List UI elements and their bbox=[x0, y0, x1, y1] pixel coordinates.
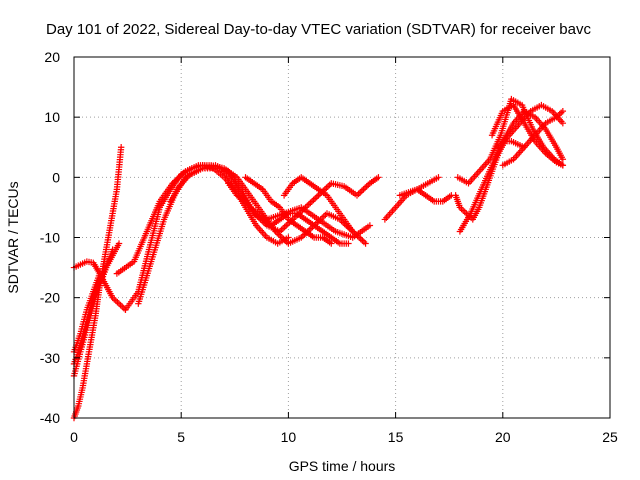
data-point-marker bbox=[305, 201, 312, 208]
data-point-marker bbox=[435, 174, 442, 181]
x-tick-label: 20 bbox=[495, 429, 511, 445]
data-point-marker bbox=[310, 196, 317, 204]
series-track-19 bbox=[495, 101, 567, 151]
data-point-marker bbox=[559, 162, 567, 169]
y-tick-label: -40 bbox=[40, 410, 60, 426]
data-point-marker bbox=[115, 300, 123, 307]
data-point-marker bbox=[281, 223, 288, 231]
x-tick-label: 5 bbox=[177, 429, 185, 445]
y-tick-label: -10 bbox=[40, 230, 60, 246]
data-point-marker bbox=[109, 246, 116, 253]
y-tick-label: -20 bbox=[40, 290, 60, 306]
series-track-20 bbox=[499, 107, 567, 169]
x-tick-label: 15 bbox=[388, 429, 404, 445]
data-point-marker bbox=[360, 186, 367, 193]
data-point-marker bbox=[357, 235, 364, 243]
series-track-18 bbox=[488, 101, 567, 169]
data-point-marker bbox=[283, 222, 290, 229]
series-track-11 bbox=[242, 174, 335, 247]
data-point-marker bbox=[349, 228, 356, 235]
data-point-marker bbox=[559, 107, 567, 115]
data-point-marker bbox=[559, 156, 567, 163]
x-tick-label: 0 bbox=[70, 429, 78, 445]
data-point-marker bbox=[285, 234, 292, 241]
data-point-marker bbox=[307, 199, 314, 207]
data-points bbox=[70, 95, 567, 422]
data-point-marker bbox=[355, 190, 362, 198]
data-point-marker bbox=[345, 240, 352, 247]
x-axis-label: GPS time / hours bbox=[289, 458, 396, 474]
series-track-12 bbox=[280, 174, 356, 235]
data-point-marker bbox=[360, 238, 368, 246]
data-point-marker bbox=[559, 119, 567, 127]
data-point-marker bbox=[358, 187, 366, 195]
data-point-marker bbox=[115, 240, 123, 247]
data-point-marker bbox=[96, 270, 103, 277]
y-tick-label: 20 bbox=[44, 49, 60, 65]
series-track-10 bbox=[225, 180, 352, 247]
data-point-marker bbox=[119, 303, 126, 310]
data-point-marker bbox=[112, 297, 120, 304]
y-tick-label: 0 bbox=[52, 169, 60, 185]
data-point-marker bbox=[114, 298, 121, 306]
data-point-marker bbox=[362, 240, 369, 247]
data-point-marker bbox=[117, 144, 125, 151]
data-point-marker bbox=[326, 181, 333, 189]
axes: 0 5 10 15 20 25 -40 -30 -20 -10 0 10 20 bbox=[40, 49, 618, 445]
chart-title: Day 101 of 2022, Sidereal Day-to-day VTE… bbox=[46, 21, 591, 38]
x-tick-label: 10 bbox=[281, 429, 297, 445]
series-track-14 bbox=[396, 186, 455, 205]
data-point-marker bbox=[366, 222, 374, 229]
data-point-marker bbox=[359, 237, 366, 244]
data-point-marker bbox=[375, 174, 382, 181]
series-track-4 bbox=[70, 246, 116, 380]
y-axis-label: SDTVAR / TECUs bbox=[5, 181, 21, 293]
data-point-marker bbox=[361, 184, 369, 192]
data-point-marker bbox=[312, 195, 319, 202]
data-point-marker bbox=[459, 207, 467, 214]
x-tick-label: 25 bbox=[602, 429, 618, 445]
data-point-marker bbox=[117, 301, 124, 309]
data-point-marker bbox=[363, 183, 370, 190]
y-tick-label: -30 bbox=[40, 350, 60, 366]
data-point-marker bbox=[308, 198, 316, 205]
series-track-5 bbox=[70, 270, 103, 356]
data-point-marker bbox=[461, 208, 468, 216]
data-point-marker bbox=[323, 184, 330, 192]
data-point-marker bbox=[328, 240, 335, 247]
y-tick-label: 10 bbox=[44, 109, 60, 125]
data-point-marker bbox=[558, 109, 565, 116]
data-point-marker bbox=[313, 193, 321, 201]
